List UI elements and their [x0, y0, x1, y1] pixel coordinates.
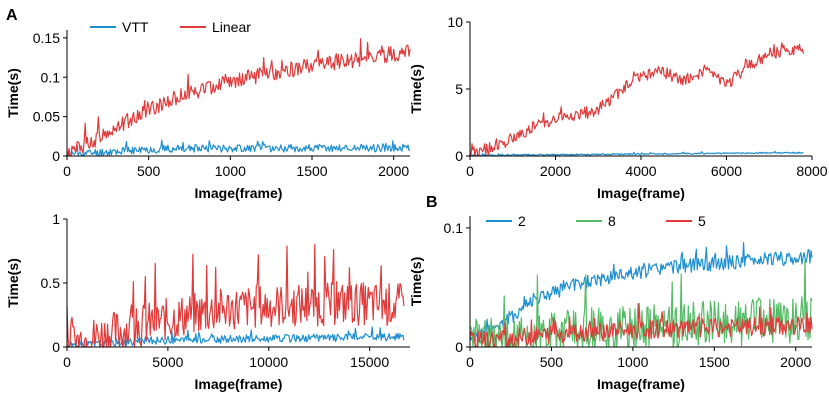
- charts: 0 500 1000 1500 200000.050.10.15Image(frame)…: [5, 14, 828, 392]
- x-tick-label: 1500: [296, 163, 327, 179]
- x-tick-label: 1500: [699, 354, 730, 370]
- x-axis-label: Image(frame): [195, 185, 283, 201]
- x-tick-label: 2000: [780, 354, 811, 370]
- chart-top-left: 0 500 1000 1500 2000 0 0.05 0.1 0.15 Image(frame)…: [5, 19, 411, 201]
- x-tick-label: 1000: [215, 163, 246, 179]
- x-tick-label: 10000: [249, 354, 288, 370]
- y-tick-label: 0.5: [41, 275, 61, 291]
- legend-label: VTT: [122, 19, 149, 35]
- series-line-bottom-left-1: [66, 326, 405, 348]
- legend-label: 5: [698, 213, 706, 229]
- x-tick-label: 8000: [796, 163, 827, 179]
- x-axis-label: Image(frame): [597, 376, 685, 392]
- legend: VTT Linear: [90, 19, 251, 35]
- y-axis-label: Time(s): [408, 64, 424, 114]
- y-tick-label: 0.05: [33, 109, 60, 125]
- x-axis-label: Image(frame): [597, 185, 685, 201]
- series-line-top-left-1: [66, 139, 411, 157]
- x-axis-label: Image(frame): [195, 376, 283, 392]
- x-tick-label: 15000: [350, 354, 389, 370]
- y-axis-label: Time(s): [408, 257, 424, 307]
- panel-label-a: A: [6, 7, 18, 24]
- y-tick-label: 0.1: [444, 220, 464, 236]
- legend-label: 2: [518, 213, 526, 229]
- x-tick-label: 0: [466, 163, 474, 179]
- y-tick-label: 0: [455, 339, 463, 355]
- x-tick-label: 0: [466, 354, 474, 370]
- y-tick-label: 1: [52, 211, 60, 227]
- panel-label-b: B: [426, 194, 438, 211]
- x-tick-label: 500: [137, 163, 161, 179]
- y-tick-label: 0: [455, 148, 463, 164]
- x-tick-label: 6000: [711, 163, 742, 179]
- y-tick-label: 0.15: [33, 30, 60, 46]
- chart-top-right: 0 2000 4000 6000 8000 0 5 10 Image(frame) Time(s): [408, 14, 828, 201]
- y-tick-label: 0.1: [41, 69, 61, 85]
- legend-label: 8: [608, 213, 616, 229]
- y-tick-label: 0: [52, 148, 60, 164]
- x-tick-label: 0: [63, 163, 71, 179]
- x-tick-label: 500: [540, 354, 564, 370]
- series-line-top-right-2: [469, 42, 805, 157]
- y-tick-label: 10: [447, 14, 463, 30]
- x-tick-label: 2000: [378, 163, 409, 179]
- series-line-top-left-2: [66, 38, 411, 157]
- y-tick-label: 0: [52, 339, 60, 355]
- x-tick-label: 5000: [152, 354, 183, 370]
- series-line-bottom-left-2: [66, 243, 405, 348]
- chart-bottom-left: 0 5000 10000 15000 0 0.5 1 Image(frame) Time(s): [5, 211, 410, 392]
- series-line-bottom-right-1: [469, 242, 813, 345]
- chart-bottom-right: 0 500 1000 1500 2000 0 0.1 Image(frame) Time(s) 2…: [408, 213, 813, 392]
- legend-label: Linear: [212, 19, 251, 35]
- series-line-top-right-1: [469, 150, 804, 157]
- y-tick-label: 5: [455, 81, 463, 97]
- x-tick-label: 1000: [617, 354, 648, 370]
- legend: 2 8 5: [486, 213, 706, 229]
- y-axis-label: Time(s): [5, 68, 21, 118]
- x-tick-label: 4000: [625, 163, 656, 179]
- y-axis-label: Time(s): [5, 258, 21, 308]
- series-line-bottom-right-3: [469, 302, 813, 348]
- x-tick-label: 2000: [540, 163, 571, 179]
- x-tick-label: 0: [63, 354, 71, 370]
